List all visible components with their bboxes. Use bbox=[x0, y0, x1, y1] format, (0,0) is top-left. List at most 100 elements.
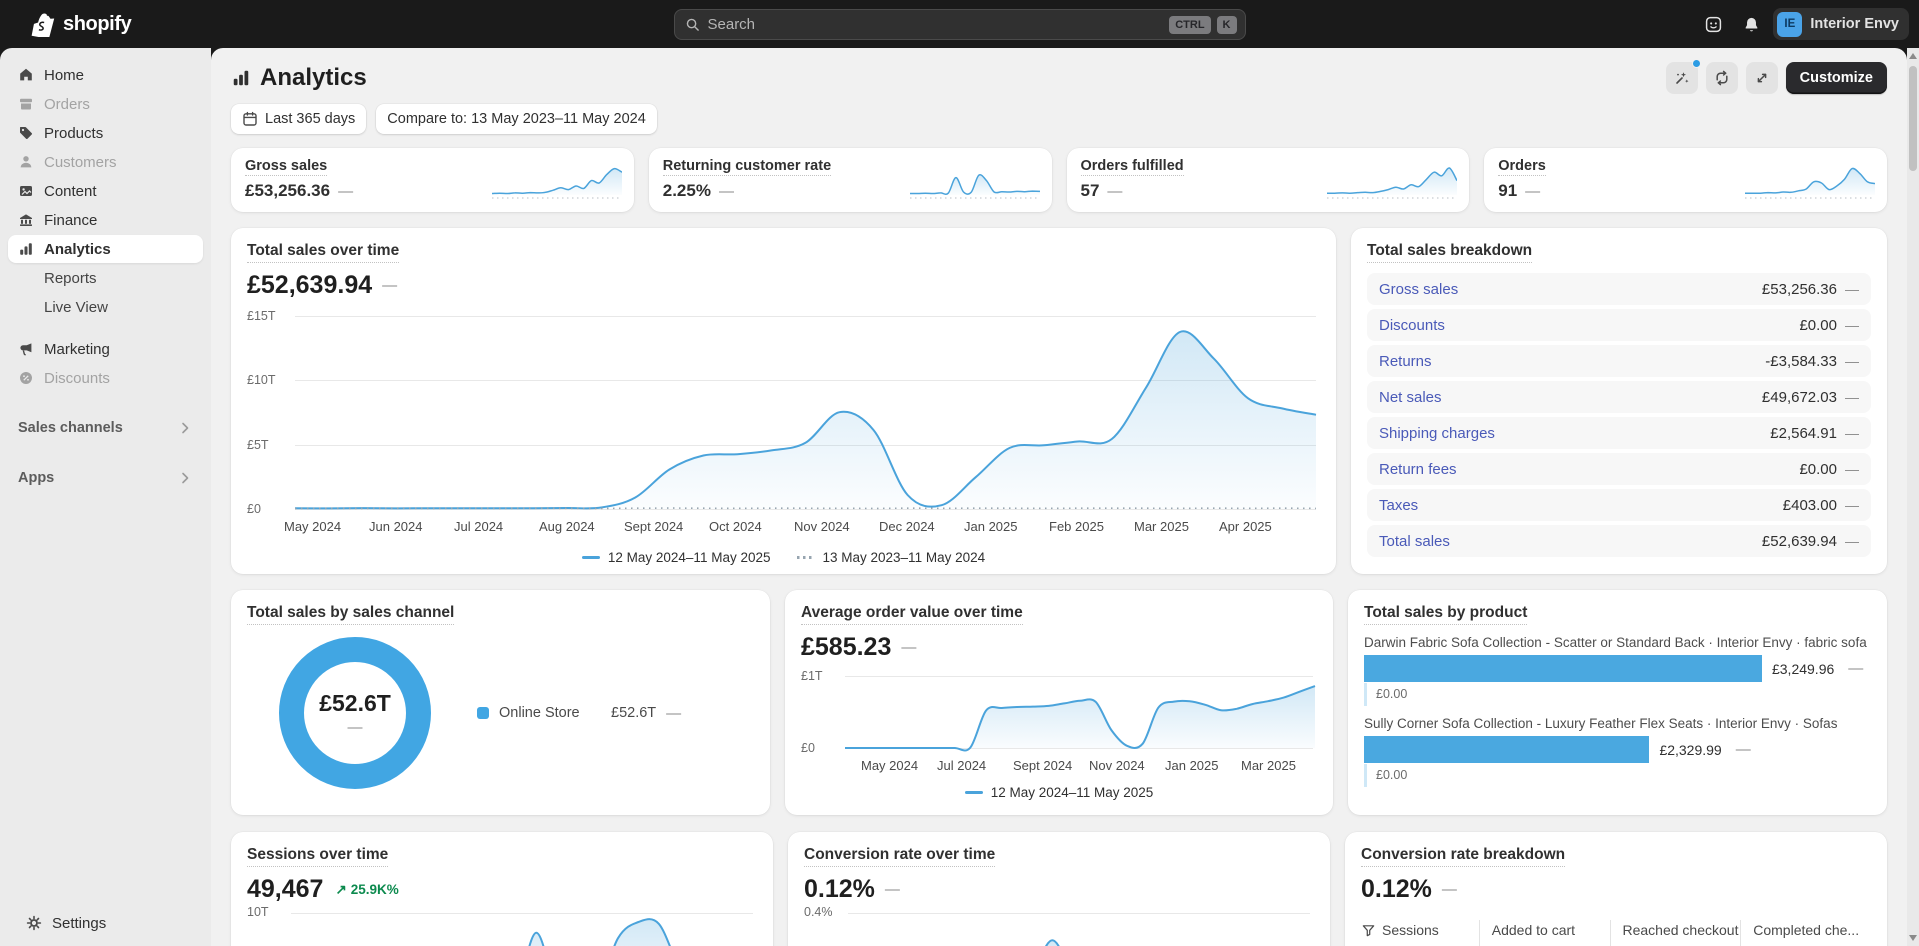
breakdown-metric-value: £49,672.03 bbox=[1761, 388, 1837, 406]
shopify-logo: shopify bbox=[30, 11, 132, 37]
sidebar-item[interactable]: Marketing bbox=[8, 335, 203, 363]
stat-card[interactable]: Returning customer rate 2.25% — bbox=[648, 148, 1052, 212]
panel-title[interactable]: Conversion rate breakdown bbox=[1361, 846, 1566, 867]
sidebar-section[interactable]: Sales channels bbox=[8, 414, 203, 442]
panel-title[interactable]: Total sales breakdown bbox=[1367, 242, 1533, 263]
sidebar-item[interactable]: Live View bbox=[8, 293, 203, 321]
average-order-value-panel: Average order value over time £585.23 — £… bbox=[785, 590, 1333, 815]
scrollbar-thumb[interactable] bbox=[1909, 66, 1917, 171]
product-bars: Darwin Fabric Sofa Collection - Scatter … bbox=[1364, 635, 1871, 787]
sales-by-product-panel: Total sales by product Darwin Fabric Sof… bbox=[1348, 590, 1887, 815]
breakdown-metric-link[interactable]: Net sales bbox=[1379, 388, 1442, 406]
sidebar: Home Orders Products Customers Content F… bbox=[0, 48, 211, 946]
product-compare-value: £0.00 bbox=[1364, 764, 1871, 787]
breakdown-metric-link[interactable]: Taxes bbox=[1379, 496, 1419, 514]
solid-line-swatch bbox=[581, 556, 600, 559]
y-tick: £10T bbox=[247, 373, 276, 387]
donut-total-value: £52.6T bbox=[319, 690, 391, 716]
total-sales-value: £52,639.94 bbox=[247, 271, 373, 299]
stat-card-value: £53,256.36 bbox=[245, 181, 331, 200]
assistant-button[interactable] bbox=[1697, 8, 1729, 40]
scroll-up-arrow[interactable] bbox=[1909, 53, 1917, 59]
breakdown-metric-link[interactable]: Return fees bbox=[1379, 460, 1457, 478]
sidebar-item-label: Discounts bbox=[44, 369, 110, 387]
x-axis-label: Oct 2024 bbox=[709, 519, 762, 534]
sessions-over-time-panel: Sessions over time 49,467 ↗ 25.9K% 10T bbox=[231, 832, 773, 946]
sidebar-item[interactable]: Home bbox=[8, 61, 203, 89]
search-icon bbox=[685, 17, 700, 32]
sidebar-section[interactable]: Apps bbox=[8, 464, 203, 492]
trend-up-icon: ↗ bbox=[335, 881, 347, 897]
sidebar-item[interactable]: Analytics bbox=[8, 235, 203, 263]
refresh-button[interactable] bbox=[1705, 62, 1738, 94]
sidebar-item-label: Orders bbox=[44, 95, 90, 113]
sidebar-item[interactable]: Products bbox=[8, 119, 203, 147]
notifications-button[interactable] bbox=[1735, 8, 1767, 40]
breakdown-metric-link[interactable]: Shipping charges bbox=[1379, 424, 1495, 442]
aov-line-chart bbox=[845, 685, 1316, 752]
y-tick: £15T bbox=[247, 309, 276, 323]
breakdown-metric-link[interactable]: Returns bbox=[1379, 352, 1432, 370]
no-change-indicator: — bbox=[1845, 317, 1859, 333]
date-range-button[interactable]: Last 365 days bbox=[231, 104, 367, 134]
sidebar-item[interactable]: Content bbox=[8, 177, 203, 205]
stat-card-label[interactable]: Returning customer rate bbox=[662, 158, 832, 176]
breakdown-metric-value: £53,256.36 bbox=[1761, 280, 1837, 298]
suggestions-button[interactable] bbox=[1665, 59, 1701, 94]
stat-card-value: 2.25% bbox=[662, 181, 711, 200]
store-menu[interactable]: IE Interior Envy bbox=[1773, 8, 1909, 40]
panel-title[interactable]: Total sales by product bbox=[1364, 604, 1528, 625]
panel-title[interactable]: Total sales by sales channel bbox=[247, 604, 455, 625]
shortcut-ctrl-key: CTRL bbox=[1169, 15, 1211, 34]
breakdown-metric-link[interactable]: Discounts bbox=[1379, 316, 1445, 334]
fullscreen-button[interactable] bbox=[1745, 62, 1778, 94]
breakdown-metric-link[interactable]: Total sales bbox=[1379, 532, 1450, 550]
no-change-indicator: — bbox=[1735, 741, 1751, 758]
refresh-icon bbox=[1716, 70, 1728, 86]
page-scrollbar[interactable] bbox=[1907, 48, 1919, 946]
panel-title[interactable]: Average order value over time bbox=[801, 604, 1023, 625]
breakdown-metric-link[interactable]: Gross sales bbox=[1379, 280, 1459, 298]
stat-card[interactable]: Gross sales £53,256.36 — bbox=[231, 148, 634, 212]
breakdown-row: Discounts £0.00 — bbox=[1367, 309, 1871, 341]
breakdown-row: Returns -£3,584.33 — bbox=[1367, 345, 1871, 377]
stat-card[interactable]: Orders fulfilled 57 — bbox=[1066, 148, 1470, 212]
total-sales-over-time-panel: Total sales over time £52,639.94 — £15T £… bbox=[231, 228, 1336, 574]
y-tick: £1T bbox=[801, 669, 823, 683]
panel-title[interactable]: Total sales over time bbox=[247, 242, 400, 263]
total-sales-chart: £15T £10T £5T £0 bbox=[247, 309, 1320, 516]
no-change-indicator: — bbox=[382, 277, 398, 294]
sessions-value: 49,467 bbox=[247, 875, 324, 903]
sidebar-item: Discounts bbox=[8, 364, 203, 392]
stat-card[interactable]: Orders 91 — bbox=[1484, 148, 1887, 212]
sidebar-item[interactable]: Reports bbox=[8, 264, 203, 292]
chevron-right-icon bbox=[177, 420, 193, 436]
search-input[interactable]: Search CTRL K bbox=[673, 9, 1246, 40]
x-axis-label: Nov 2024 bbox=[794, 519, 850, 534]
compare-button[interactable]: Compare to: 13 May 2023–11 May 2024 bbox=[376, 104, 657, 134]
discounts-icon bbox=[18, 370, 34, 386]
sidebar-section-label: Apps bbox=[18, 470, 55, 486]
search-placeholder: Search bbox=[707, 16, 756, 33]
panel-title[interactable]: Sessions over time bbox=[247, 846, 389, 867]
panel-title[interactable]: Conversion rate over time bbox=[804, 846, 996, 867]
sidebar-item[interactable]: Finance bbox=[8, 206, 203, 234]
sidebar-item-settings[interactable]: Settings bbox=[16, 909, 195, 937]
content-icon bbox=[18, 183, 34, 199]
product-name: Darwin Fabric Sofa Collection - Scatter … bbox=[1364, 635, 1867, 650]
no-change-indicator: — bbox=[1441, 881, 1457, 898]
x-axis-label: Aug 2024 bbox=[539, 519, 595, 534]
scroll-down-arrow[interactable] bbox=[1909, 935, 1917, 941]
customize-button[interactable]: Customize bbox=[1785, 62, 1887, 94]
x-axis-label: May 2024 bbox=[861, 758, 919, 773]
dotted-line-swatch bbox=[796, 556, 815, 559]
stat-card-label[interactable]: Orders bbox=[1498, 158, 1546, 176]
product-name: Sully Corner Sofa Collection - Luxury Fe… bbox=[1364, 716, 1838, 731]
funnel-step-percent: 1.93% bbox=[1492, 944, 1539, 946]
stat-card-label[interactable]: Orders fulfilled bbox=[1080, 158, 1184, 176]
y-tick: 0.4% bbox=[804, 905, 833, 919]
donut-legend: Online Store £52.6T — bbox=[477, 705, 681, 722]
sidebar-item-label: Finance bbox=[44, 211, 98, 229]
stat-card-label[interactable]: Gross sales bbox=[245, 158, 328, 176]
no-change-indicator: — bbox=[884, 881, 900, 898]
